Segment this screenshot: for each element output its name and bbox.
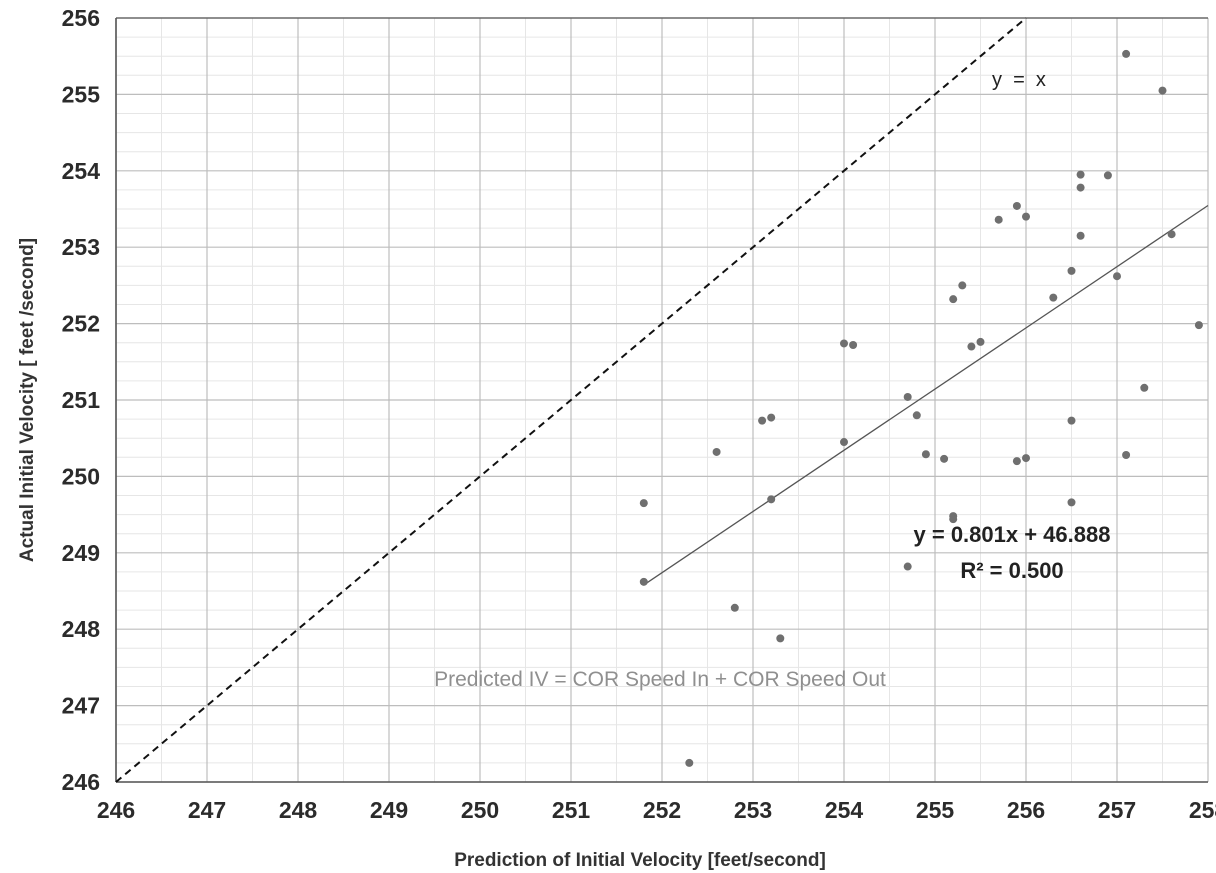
data-point bbox=[903, 392, 912, 401]
y-tick-label: 254 bbox=[62, 158, 101, 184]
data-point bbox=[776, 634, 785, 643]
data-point bbox=[1067, 498, 1076, 507]
data-point bbox=[767, 413, 776, 422]
data-point bbox=[1049, 293, 1058, 302]
data-point bbox=[685, 758, 694, 767]
x-tick-label: 256 bbox=[1007, 797, 1045, 823]
data-point bbox=[840, 339, 848, 348]
x-tick-label: 247 bbox=[188, 797, 226, 823]
y-axis-title: Actual Initial Velocity [ feet /second] bbox=[17, 238, 38, 562]
x-tick-label: 250 bbox=[461, 797, 499, 823]
data-point bbox=[767, 495, 776, 504]
x-tick-label: 253 bbox=[734, 797, 772, 823]
data-point bbox=[1140, 383, 1149, 392]
data-point bbox=[1067, 266, 1076, 275]
reference-line-y-equals-x bbox=[115, 17, 1027, 783]
data-point bbox=[758, 416, 767, 425]
x-tick-label: 254 bbox=[825, 797, 864, 823]
data-point bbox=[976, 337, 985, 346]
data-point bbox=[639, 499, 648, 508]
y-tick-labels: 246 247 248 249 250 251 252 253 254 255 256 bbox=[62, 5, 101, 795]
x-tick-label: 255 bbox=[916, 797, 955, 823]
data-point bbox=[1022, 212, 1030, 221]
data-point bbox=[639, 577, 648, 586]
y-tick-label: 250 bbox=[62, 463, 100, 489]
data-point bbox=[994, 215, 1003, 224]
data-points bbox=[639, 49, 1203, 767]
y-tick-label: 246 bbox=[62, 769, 100, 795]
data-point bbox=[1067, 416, 1076, 425]
trendline bbox=[643, 204, 1209, 586]
y-equals-x-label: y = x bbox=[992, 69, 1046, 91]
data-point bbox=[1076, 170, 1085, 179]
y-tick-label: 248 bbox=[62, 616, 101, 642]
prediction-formula-annotation: Predicted IV = COR Speed In + COR Speed … bbox=[434, 668, 886, 691]
data-point bbox=[903, 562, 912, 571]
data-point bbox=[949, 515, 958, 524]
data-point bbox=[1122, 49, 1131, 58]
x-tick-label: 246 bbox=[97, 797, 135, 823]
x-tick-label: 257 bbox=[1098, 797, 1136, 823]
y-tick-label: 251 bbox=[62, 387, 101, 413]
major-gridlines bbox=[115, 17, 1209, 783]
data-point bbox=[1012, 201, 1021, 210]
data-point bbox=[1194, 321, 1203, 330]
x-tick-labels: 246 247 248 249 250 251 252 253 254 255 256 257 258 bbox=[97, 797, 1216, 823]
y-tick-label: 252 bbox=[62, 311, 100, 337]
x-tick-label: 251 bbox=[552, 797, 591, 823]
x-tick-label: 248 bbox=[279, 797, 318, 823]
data-point bbox=[921, 450, 930, 459]
data-point bbox=[1113, 272, 1121, 281]
trendline-equation: y = 0.801x + 46.888 bbox=[914, 522, 1111, 547]
data-point bbox=[849, 340, 858, 349]
y-tick-label: 247 bbox=[62, 693, 100, 719]
y-tick-label: 256 bbox=[62, 5, 100, 31]
x-tick-label: 258 bbox=[1189, 797, 1216, 823]
data-point bbox=[1103, 171, 1112, 180]
data-point bbox=[949, 295, 958, 304]
x-axis-title: Prediction of Initial Velocity [feet/sec… bbox=[454, 850, 826, 871]
data-point bbox=[958, 281, 967, 290]
data-point bbox=[1022, 454, 1030, 463]
data-point bbox=[1167, 230, 1176, 239]
y-tick-label: 255 bbox=[62, 81, 101, 107]
data-point bbox=[1012, 457, 1021, 466]
data-point bbox=[1076, 183, 1085, 192]
trendline-line bbox=[643, 204, 1209, 586]
x-tick-label: 249 bbox=[370, 797, 408, 823]
data-point bbox=[967, 342, 976, 351]
data-point bbox=[840, 438, 848, 447]
data-point bbox=[912, 411, 921, 420]
y-tick-label: 253 bbox=[62, 234, 100, 260]
data-point bbox=[730, 603, 739, 612]
x-tick-label: 252 bbox=[643, 797, 681, 823]
r-squared-label: R² = 0.500 bbox=[960, 558, 1063, 583]
data-point bbox=[940, 454, 949, 463]
reference-line bbox=[115, 17, 1027, 783]
data-point bbox=[712, 447, 721, 456]
data-point bbox=[1158, 86, 1167, 95]
y-tick-label: 249 bbox=[62, 540, 100, 566]
data-point bbox=[1076, 231, 1085, 240]
data-point bbox=[1122, 451, 1131, 460]
